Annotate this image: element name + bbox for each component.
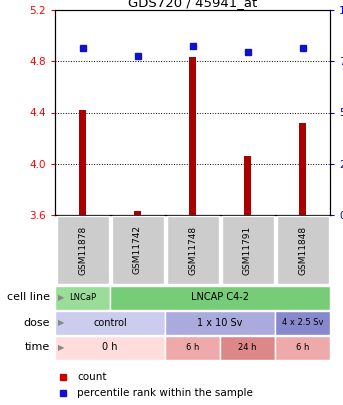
Bar xyxy=(189,58,196,215)
Bar xyxy=(55,286,110,309)
Bar xyxy=(166,216,218,284)
Bar xyxy=(275,311,330,335)
Text: ▶: ▶ xyxy=(58,318,64,327)
Text: GSM11848: GSM11848 xyxy=(298,226,307,275)
Text: GSM11791: GSM11791 xyxy=(243,225,252,275)
Bar xyxy=(276,216,329,284)
Text: count: count xyxy=(77,372,106,382)
Bar xyxy=(110,286,330,309)
Text: 0 h: 0 h xyxy=(102,343,118,352)
Bar xyxy=(165,335,220,360)
Bar xyxy=(220,335,275,360)
Bar xyxy=(222,216,273,284)
Text: percentile rank within the sample: percentile rank within the sample xyxy=(77,388,253,399)
Bar xyxy=(244,156,251,215)
Title: GDS720 / 45941_at: GDS720 / 45941_at xyxy=(128,0,257,9)
Text: time: time xyxy=(25,343,50,352)
Text: dose: dose xyxy=(24,318,50,328)
Bar xyxy=(134,211,141,215)
Bar xyxy=(111,216,164,284)
Text: cell line: cell line xyxy=(7,292,50,303)
Text: 1 x 10 Sv: 1 x 10 Sv xyxy=(197,318,243,328)
Text: GSM11748: GSM11748 xyxy=(188,226,197,275)
Text: 6 h: 6 h xyxy=(296,343,309,352)
Bar xyxy=(79,110,86,215)
Bar xyxy=(57,216,108,284)
Text: ▶: ▶ xyxy=(58,343,64,352)
Bar xyxy=(275,335,330,360)
Text: ▶: ▶ xyxy=(58,293,64,302)
Bar xyxy=(299,123,306,215)
Text: control: control xyxy=(93,318,127,328)
Text: GSM11742: GSM11742 xyxy=(133,226,142,275)
Text: 6 h: 6 h xyxy=(186,343,199,352)
Text: LNCAP C4-2: LNCAP C4-2 xyxy=(191,292,249,303)
Bar xyxy=(55,311,165,335)
Text: LNCaP: LNCaP xyxy=(69,293,96,302)
Text: GSM11878: GSM11878 xyxy=(78,225,87,275)
Text: 24 h: 24 h xyxy=(238,343,257,352)
Text: 4 x 2.5 Sv: 4 x 2.5 Sv xyxy=(282,318,323,327)
Bar xyxy=(55,335,165,360)
Bar xyxy=(165,311,275,335)
